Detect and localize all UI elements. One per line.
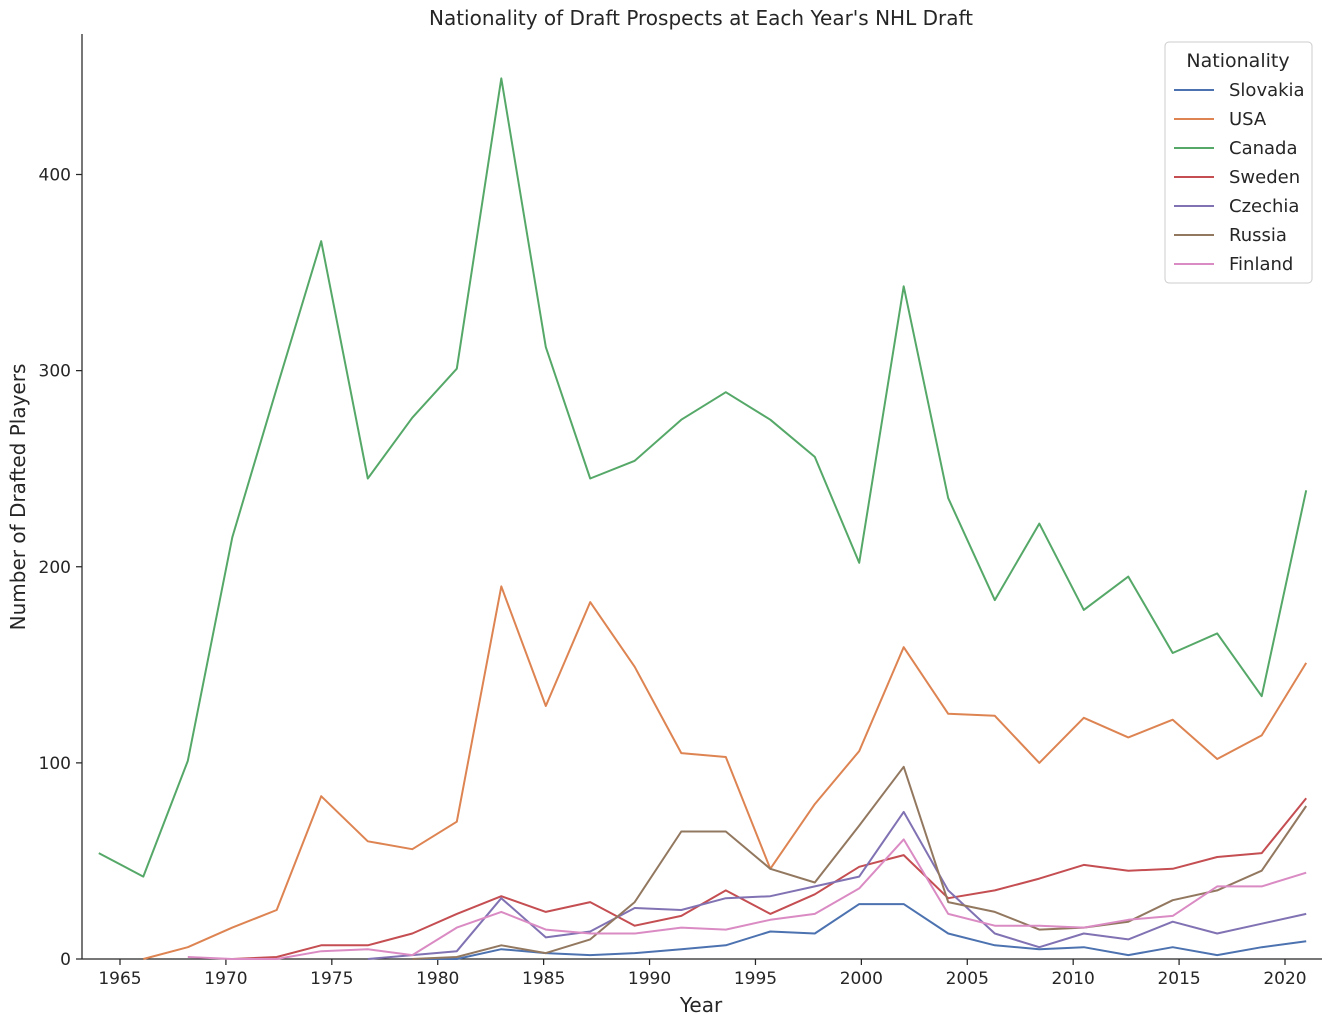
legend-item-usa: USA	[1174, 109, 1267, 130]
legend-label: Russia	[1229, 225, 1287, 246]
legend-label: Czechia	[1229, 196, 1299, 217]
x-tick-label: 2020	[1263, 969, 1306, 989]
series-line-usa	[143, 585, 1308, 960]
x-tick-label: 1990	[628, 969, 671, 989]
y-tick-label: 200	[39, 558, 71, 578]
x-tick-label: 2010	[1052, 969, 1095, 989]
x-tick-label: 1980	[416, 969, 459, 989]
chart-title: Nationality of Draft Prospects at Each Y…	[429, 6, 973, 30]
x-tick-label: 1975	[310, 969, 353, 989]
y-axis-label: Number of Drafted Players	[6, 364, 30, 631]
legend-item-finland: Finland	[1174, 254, 1293, 275]
legend-item-russia: Russia	[1174, 225, 1287, 246]
series-line-russia	[412, 765, 1308, 960]
y-tick-label: 400	[39, 166, 71, 186]
y-tick-label: 100	[39, 754, 71, 774]
legend-label: Slovakia	[1229, 80, 1305, 101]
legend-title: Nationality	[1186, 50, 1289, 72]
legend-item-canada: Canada	[1174, 138, 1298, 159]
axes: 1965 1970 1975 1980 1985 1990 1995 2000 2005 2010…	[39, 34, 1322, 989]
legend-label: USA	[1229, 109, 1267, 130]
x-tick-label: 1995	[734, 969, 777, 989]
x-tick-label: 2015	[1157, 969, 1200, 989]
series-line-sweden	[232, 797, 1307, 960]
y-tick-label: 0	[60, 950, 71, 970]
x-tick-label: 1965	[98, 969, 141, 989]
x-tick-label: 1970	[204, 969, 247, 989]
series-line-finland	[187, 838, 1307, 960]
legend-box	[1164, 41, 1313, 284]
series-line-czechia	[367, 810, 1307, 960]
legend-item-sweden: Sweden	[1174, 167, 1300, 188]
legend-label: Finland	[1229, 254, 1293, 275]
x-tick-label: 2005	[946, 969, 989, 989]
legend-item-czechia: Czechia	[1174, 196, 1299, 217]
x-axis-label: Year	[679, 993, 723, 1017]
series-line-canada	[98, 77, 1308, 878]
legend-label: Canada	[1229, 138, 1298, 159]
legend-item-slovakia: Slovakia	[1174, 80, 1305, 101]
series-line-slovakia	[412, 903, 1307, 960]
y-tick-label: 300	[39, 362, 71, 382]
legend-label: Sweden	[1229, 167, 1300, 188]
legend: Nationality Slovakia USA Canada Sweden Czech…	[1164, 41, 1313, 284]
series-lines	[98, 77, 1308, 960]
x-tick-label: 2000	[840, 969, 883, 989]
x-tick-label: 1985	[522, 969, 565, 989]
